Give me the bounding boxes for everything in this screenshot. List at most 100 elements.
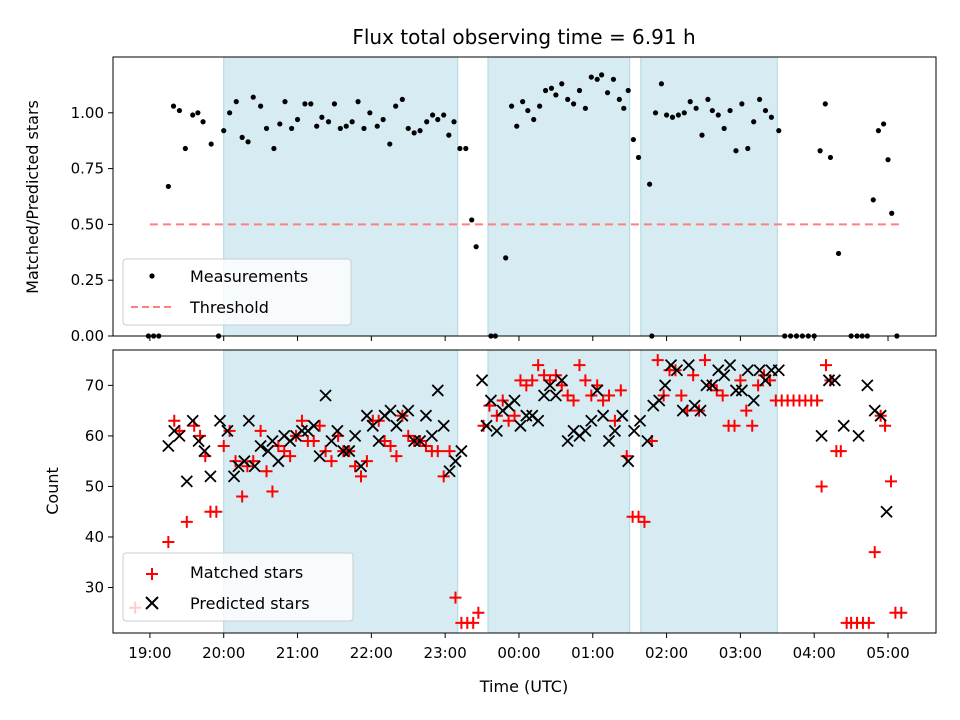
- measurement-point: [195, 110, 201, 116]
- legend-measurements-marker: [149, 273, 155, 279]
- predicted-star-point: [221, 424, 234, 437]
- predicted-star-point: [706, 379, 719, 392]
- predicted-star-point: [413, 434, 427, 448]
- matched-star-point: [295, 414, 308, 427]
- measurement-point: [176, 107, 183, 114]
- measurement-point: [239, 134, 245, 140]
- predicted-star-point: [718, 369, 731, 382]
- measurement-point: [441, 112, 447, 118]
- predicted-star-point: [348, 429, 362, 443]
- predicted-star-point: [735, 384, 749, 397]
- predicted-star-point: [596, 409, 610, 422]
- y-tick-label: 60: [85, 427, 104, 445]
- legend-predicted-label: Predicted stars: [190, 594, 310, 613]
- predicted-star-point: [180, 475, 193, 488]
- predicted-star-point: [543, 379, 557, 392]
- predicted-star-point: [331, 424, 344, 437]
- matched-star-point: [236, 490, 249, 503]
- matched-star-point: [834, 445, 847, 458]
- predicted-star-point: [723, 359, 737, 372]
- top-legend: Measurements Threshold: [122, 258, 352, 326]
- y-tick-label: 30: [85, 579, 104, 597]
- matched-star-point: [278, 445, 291, 458]
- measurement-point: [835, 250, 842, 257]
- measurement-point: [399, 96, 405, 103]
- predicted-star-point: [880, 505, 893, 518]
- measurement-point: [355, 99, 361, 105]
- matched-star-point: [675, 389, 688, 402]
- matched-star-point: [567, 394, 580, 407]
- bottom-panel-counts: 30 40 50 60 70 19:00 20:00 21:00 22:00 23:00 00:0…: [43, 349, 937, 696]
- predicted-star-point: [204, 470, 217, 483]
- x-tick-label: 20:00: [202, 644, 245, 662]
- matched-star-point: [229, 455, 242, 468]
- predicted-star-point: [425, 429, 439, 443]
- measurement-point: [727, 107, 733, 114]
- matched-star-point: [520, 379, 533, 392]
- legend-matched-label: Matched stars: [190, 563, 303, 582]
- x-tick-label: 22:00: [350, 644, 393, 662]
- measurement-point: [411, 130, 417, 136]
- matched-star-point: [815, 480, 828, 493]
- matched-star-point: [573, 359, 586, 372]
- bottom-plot-frame: [112, 349, 937, 634]
- matched-star-point: [879, 419, 892, 432]
- predicted-star-point: [384, 404, 397, 417]
- matched-star-point: [895, 606, 908, 619]
- top-plot-frame: [112, 56, 937, 337]
- matched-star-point: [384, 440, 397, 453]
- matched-star-point: [561, 389, 574, 402]
- matched-star-point: [431, 445, 444, 458]
- measurement-point: [827, 154, 834, 161]
- predicted-star-point: [372, 434, 385, 448]
- bottom-y-axis: 30 40 50 60 70: [85, 376, 113, 597]
- measurement-point: [343, 123, 349, 129]
- measurement-point: [705, 96, 711, 103]
- measurement-point: [599, 72, 605, 78]
- y-tick-label: 1.00: [71, 104, 104, 122]
- predicted-star-point: [475, 374, 489, 387]
- measurement-point: [469, 217, 475, 223]
- predicted-star-point: [248, 460, 261, 473]
- legend-measurements-label: Measurements: [190, 267, 308, 286]
- measurement-point: [542, 87, 549, 94]
- matched-star-point: [254, 424, 267, 437]
- matched-star-point: [538, 369, 551, 382]
- matched-star-point: [502, 414, 515, 427]
- measurement-point: [699, 132, 705, 138]
- measurement-point: [553, 92, 559, 98]
- measurement-point: [630, 136, 636, 143]
- measurement-point: [681, 110, 687, 116]
- measurement-point: [693, 105, 699, 111]
- measurement-point: [669, 114, 676, 120]
- matched-star-point: [210, 505, 223, 518]
- predicted-star-point: [198, 444, 211, 458]
- x-tick-label: 23:00: [424, 644, 467, 662]
- matched-star-point: [162, 536, 175, 549]
- predicted-star-point: [254, 439, 267, 453]
- measurement-point: [663, 112, 670, 118]
- measurement-point: [610, 76, 617, 82]
- predicted-star-point: [319, 389, 332, 402]
- y-tick-label: 0.50: [71, 215, 104, 233]
- predicted-star-point: [295, 424, 309, 437]
- measurement-point: [687, 99, 693, 105]
- predicted-star-point: [186, 414, 199, 427]
- matched-star-point: [443, 445, 456, 458]
- measurement-point: [739, 101, 745, 107]
- measurement-point: [337, 125, 343, 132]
- x-tick-label: 01:00: [571, 644, 614, 662]
- predicted-star-point: [747, 394, 760, 407]
- predicted-star-point: [162, 439, 175, 453]
- predicted-star-point: [729, 384, 743, 397]
- measurement-point: [319, 114, 325, 120]
- measurement-point: [594, 76, 600, 82]
- y-tick-label: 40: [85, 528, 104, 546]
- predicted-star-point: [343, 444, 356, 458]
- predicted-star-point: [622, 455, 635, 468]
- measurement-point: [405, 125, 411, 132]
- measurement-point: [170, 103, 177, 109]
- measurement-point: [387, 141, 393, 147]
- measurement-point: [380, 116, 386, 123]
- predicted-star-point: [828, 374, 842, 387]
